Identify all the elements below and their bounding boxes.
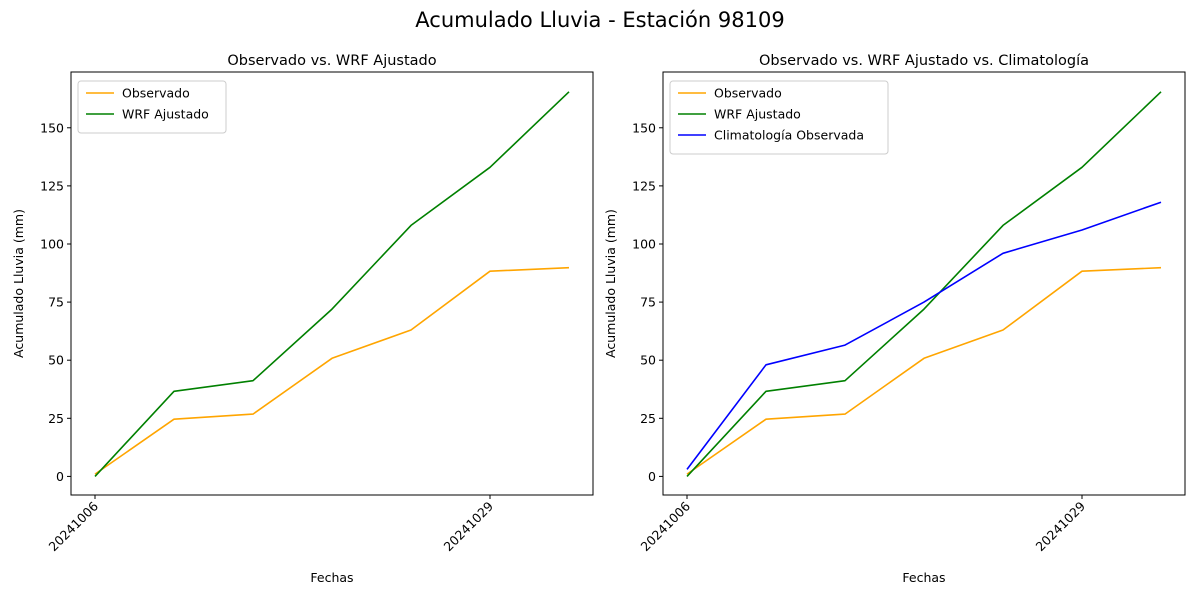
- series-line-2: [94, 91, 570, 477]
- chart-panel-2: Observado vs. WRF Ajustado vs. Climatolo…: [603, 53, 1186, 585]
- y-tick-label: 0: [648, 469, 656, 484]
- legend-box: [77, 80, 227, 134]
- y-tick-label: 150: [40, 120, 64, 135]
- y-tick-label: 125: [40, 178, 64, 193]
- legend-label: WRF Ajustado: [714, 107, 801, 122]
- y-tick-label: 0: [56, 469, 64, 484]
- legend-label: Climatología Observada: [714, 128, 864, 143]
- legend-label: Observado: [122, 86, 190, 101]
- y-tick-label: 75: [48, 295, 64, 310]
- series-line-1: [94, 266, 570, 475]
- y-tick-label: 50: [48, 353, 64, 368]
- y-axis-label: Acumulado Lluvia (mm): [11, 209, 26, 358]
- series-line-1: [686, 266, 1162, 475]
- y-tick-label: 50: [640, 353, 656, 368]
- x-tick-label: 20241006: [46, 498, 102, 554]
- legend-label: WRF Ajustado: [122, 107, 209, 122]
- plot-frame: [70, 71, 594, 496]
- legend-box: [669, 80, 889, 155]
- x-tick-label: 20241029: [441, 498, 497, 554]
- x-axis-label: Fechas: [902, 570, 945, 585]
- x-axis-label: Fechas: [310, 570, 353, 585]
- x-tick-label: 20241006: [638, 498, 694, 554]
- y-tick-label: 150: [632, 120, 656, 135]
- y-axis-label: Acumulado Lluvia (mm): [603, 209, 618, 358]
- legend-label: Observado: [714, 86, 782, 101]
- plot-frame: [662, 71, 1186, 496]
- figure-title: Acumulado Lluvia - Estación 98109: [415, 8, 785, 32]
- chart-panel-1: Observado vs. WRF Ajustado 0 25 50 75 100 125 1…: [11, 53, 594, 585]
- y-tick-label: 100: [40, 236, 64, 251]
- y-tick-label: 125: [632, 178, 656, 193]
- chart-title: Observado vs. WRF Ajustado: [227, 53, 436, 69]
- series-line-2: [686, 91, 1162, 477]
- series-line-3: [686, 201, 1162, 470]
- y-tick-label: 75: [640, 295, 656, 310]
- y-tick-label: 25: [48, 411, 64, 426]
- x-tick-label: 20241029: [1033, 498, 1089, 554]
- y-tick-label: 25: [640, 411, 656, 426]
- y-tick-label: 100: [632, 236, 656, 251]
- chart-title: Observado vs. WRF Ajustado vs. Climatolo…: [759, 53, 1089, 69]
